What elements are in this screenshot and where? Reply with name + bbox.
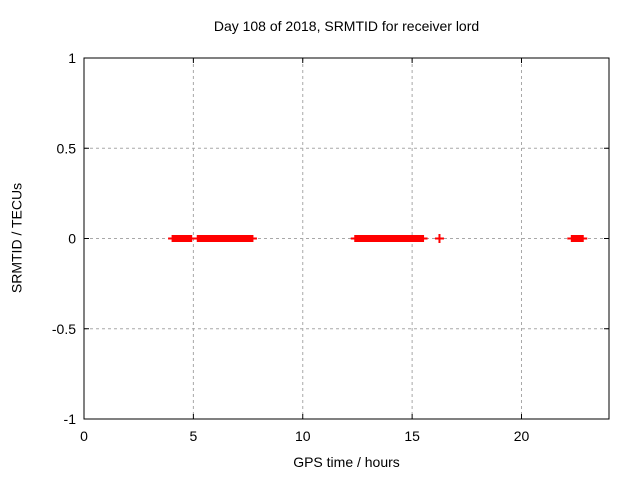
x-tick-label: 15: [404, 428, 420, 444]
plot-border: [83, 57, 610, 420]
y-tick-label: -1: [64, 411, 77, 427]
x-tick-label: 10: [295, 428, 311, 444]
data-point-plus-marker: [438, 234, 441, 243]
x-axis-label: GPS time / hours: [293, 454, 400, 470]
y-tick-label: 0: [68, 231, 76, 247]
data-segment-band: [196, 235, 254, 242]
data-segment-band: [354, 235, 425, 242]
x-tick-label: 5: [189, 428, 197, 444]
data-segment-band: [171, 235, 193, 242]
data-segment-band: [570, 235, 584, 242]
y-tick-label: 1: [68, 50, 76, 66]
x-tick-label: 0: [80, 428, 88, 444]
chart-title: Day 108 of 2018, SRMTID for receiver lor…: [213, 18, 480, 34]
x-tick-label: 20: [514, 428, 530, 444]
y-tick-label: 0.5: [57, 140, 77, 156]
y-tick-label: -0.5: [52, 321, 76, 337]
y-axis-label: SRMTID / TECUs: [8, 182, 25, 294]
